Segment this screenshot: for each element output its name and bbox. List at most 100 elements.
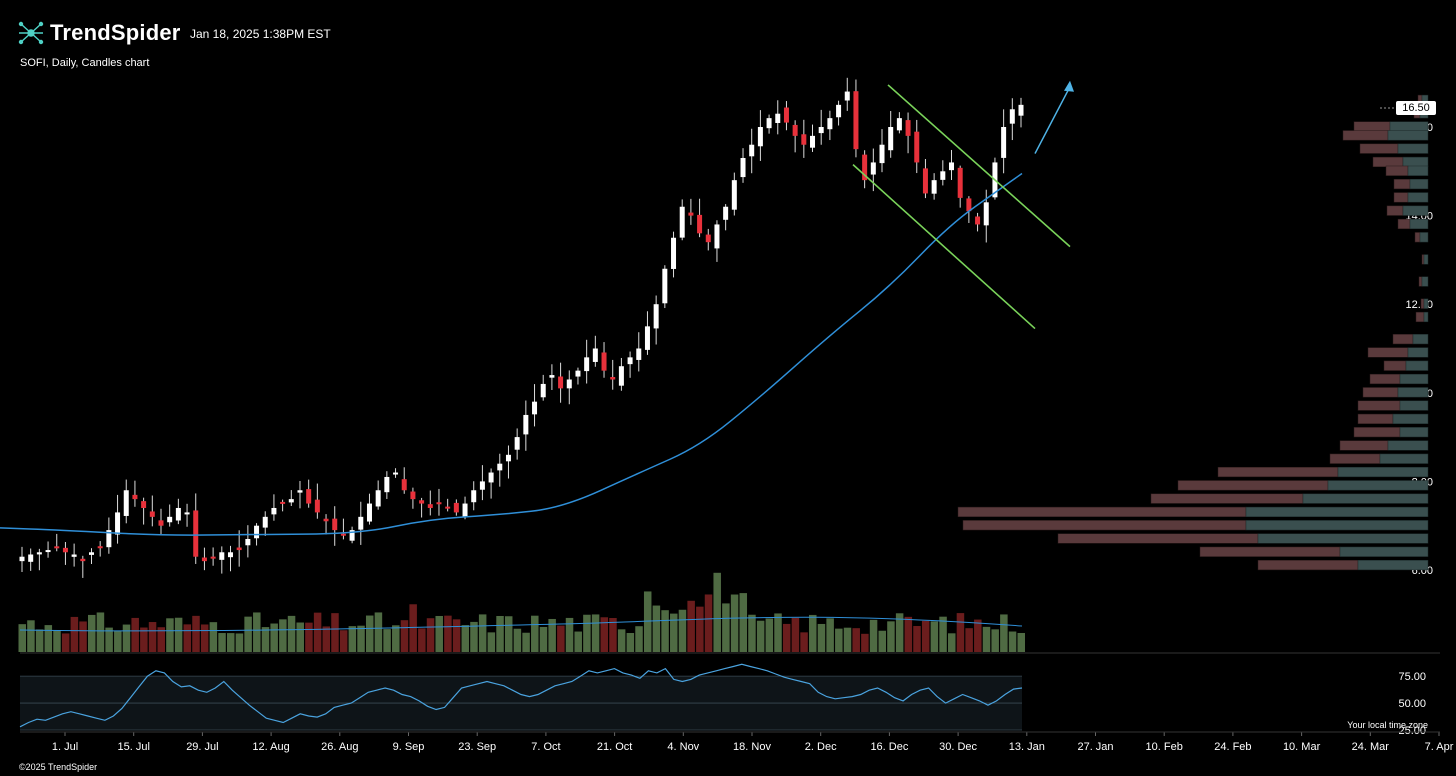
volume-bar bbox=[591, 614, 600, 652]
candle bbox=[479, 481, 485, 490]
candle bbox=[792, 124, 798, 136]
profile-buy-bar bbox=[1423, 311, 1429, 323]
volume-bar bbox=[678, 609, 687, 652]
volume-bar bbox=[148, 622, 157, 652]
profile-buy-bar bbox=[1387, 440, 1429, 451]
profile-sell-bar bbox=[1353, 427, 1401, 438]
profile-sell-bar bbox=[1150, 493, 1304, 504]
candle bbox=[462, 503, 468, 517]
candle bbox=[827, 118, 833, 130]
profile-sell-bar bbox=[1357, 413, 1394, 424]
candle bbox=[775, 113, 781, 124]
profile-buy-bar bbox=[1399, 373, 1429, 385]
candle bbox=[436, 502, 442, 505]
brand-logo: TrendSpider bbox=[18, 20, 181, 46]
profile-sell-bar bbox=[1393, 192, 1409, 203]
candle bbox=[636, 348, 642, 360]
profile-sell-bar bbox=[1357, 400, 1401, 411]
candle bbox=[584, 357, 590, 372]
volume-bar bbox=[392, 625, 400, 652]
x-tick-label: 24. Feb bbox=[1214, 741, 1251, 753]
volume-bar bbox=[339, 630, 348, 652]
x-tick-label: 26. Aug bbox=[321, 741, 358, 753]
profile-sell-bar bbox=[1418, 276, 1423, 287]
candle bbox=[340, 533, 346, 536]
rsi-line bbox=[19, 663, 1023, 728]
candle bbox=[401, 479, 407, 491]
candle bbox=[245, 538, 251, 546]
profile-buy-bar bbox=[1257, 533, 1429, 544]
volume-bar bbox=[487, 632, 496, 652]
volume-bar bbox=[687, 600, 695, 652]
volume-bar bbox=[704, 594, 713, 652]
candle bbox=[905, 120, 911, 136]
profile-buy-bar bbox=[1302, 493, 1429, 504]
volume-bar bbox=[956, 613, 965, 652]
profile-sell-bar bbox=[1369, 373, 1401, 385]
volume-bar bbox=[869, 619, 878, 652]
volume-bar bbox=[513, 628, 522, 652]
candle bbox=[323, 518, 329, 522]
candle bbox=[896, 118, 902, 131]
profile-buy-bar bbox=[1327, 480, 1429, 491]
volume-bar bbox=[253, 612, 261, 652]
volume-bar bbox=[122, 624, 131, 652]
volume-bar bbox=[791, 617, 800, 652]
candle bbox=[749, 144, 755, 157]
profile-buy-bar bbox=[1337, 466, 1429, 478]
candle bbox=[558, 376, 564, 389]
candle bbox=[566, 379, 572, 389]
candle bbox=[523, 414, 529, 435]
candle bbox=[132, 494, 138, 500]
candle bbox=[940, 171, 946, 180]
candle bbox=[210, 556, 216, 559]
candle bbox=[141, 501, 147, 508]
volume-bar bbox=[140, 627, 148, 652]
candle bbox=[853, 91, 859, 150]
candle bbox=[19, 556, 25, 562]
profile-sell-bar bbox=[1199, 546, 1341, 557]
profile-buy-bar bbox=[1423, 254, 1429, 265]
candle bbox=[532, 401, 538, 415]
candle bbox=[975, 216, 981, 225]
volume-bar bbox=[35, 629, 44, 652]
candle bbox=[123, 490, 129, 516]
volume-bar bbox=[244, 616, 252, 652]
profile-buy-bar bbox=[1407, 347, 1429, 358]
candle bbox=[288, 499, 294, 503]
candle bbox=[314, 499, 320, 513]
candle bbox=[97, 546, 103, 549]
volume-bar bbox=[79, 621, 87, 652]
volume-bar bbox=[756, 620, 765, 652]
volume-bar bbox=[383, 629, 391, 652]
candle bbox=[488, 472, 494, 483]
x-tick-label: 9. Sep bbox=[393, 741, 425, 753]
profile-buy-bar bbox=[1392, 413, 1429, 424]
x-tick-label: 7. Oct bbox=[531, 741, 560, 753]
timezone-note[interactable]: Your local time zone bbox=[1347, 720, 1428, 730]
channel-lower-line bbox=[852, 164, 1036, 330]
candle bbox=[949, 162, 955, 171]
volume-bar bbox=[913, 626, 921, 652]
candle bbox=[644, 326, 650, 350]
volume-bar bbox=[557, 625, 565, 652]
volume-bar bbox=[105, 627, 113, 652]
x-tick-label: 10. Mar bbox=[1283, 741, 1321, 753]
volume-bar bbox=[27, 620, 35, 652]
profile-sell-bar bbox=[1372, 156, 1404, 168]
candle bbox=[471, 490, 477, 503]
profile-sell-bar bbox=[1414, 232, 1421, 243]
volume-bar bbox=[357, 625, 365, 652]
candle bbox=[393, 472, 399, 475]
arrow-head-icon bbox=[1064, 80, 1074, 92]
volume-bar bbox=[974, 619, 982, 652]
volume-bar bbox=[765, 618, 774, 652]
volume-bar bbox=[600, 617, 609, 652]
candle bbox=[610, 377, 616, 380]
volume-bar bbox=[61, 633, 70, 652]
volume-bar bbox=[565, 617, 574, 652]
candle bbox=[957, 167, 963, 198]
profile-buy-bar bbox=[1421, 276, 1429, 287]
x-tick-label: 12. Aug bbox=[252, 741, 289, 753]
